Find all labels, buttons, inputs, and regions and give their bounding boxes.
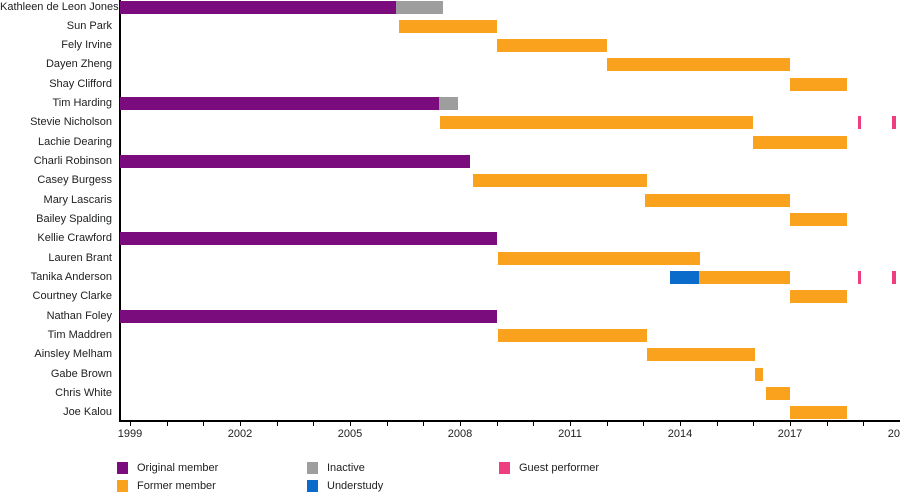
x-axis-tick-label: 2020 (887, 428, 900, 440)
legend: Original member Former member Inactive Unde… (0, 455, 900, 500)
x-axis-tick (240, 421, 241, 426)
x-axis-tick (753, 421, 755, 426)
segment-former (754, 367, 764, 381)
x-axis-tick (423, 421, 425, 426)
segment-inactive (395, 0, 444, 14)
x-axis-tick (313, 421, 315, 426)
x-axis-line (119, 420, 900, 422)
member-label: Tim Maddren (47, 329, 112, 342)
x-axis-tick (203, 421, 205, 426)
x-axis-tick (130, 421, 131, 426)
member-label: Kellie Crawford (37, 232, 112, 245)
segment-guest (858, 116, 862, 130)
member-label: Gabe Brown (50, 367, 112, 380)
segment-former (790, 213, 847, 227)
x-axis-tick (460, 421, 461, 426)
segment-original (120, 155, 470, 169)
x-axis-tick (606, 421, 608, 426)
x-axis-tick (716, 421, 718, 426)
member-label: Ainsley Melham (34, 348, 112, 361)
segment-inactive (439, 97, 459, 111)
segment-guest (892, 271, 896, 285)
legend-swatch (117, 462, 128, 474)
segment-original (120, 232, 497, 246)
segment-former (790, 77, 847, 91)
member-label: Shay Clifford (49, 77, 112, 90)
segment-original (120, 97, 440, 111)
segment-former (790, 406, 847, 420)
segment-former (497, 329, 647, 343)
x-axis-tick (570, 421, 571, 426)
y-axis-line (119, 0, 121, 420)
member-label: Tim Harding (52, 97, 113, 110)
legend-label: Original member (137, 462, 219, 474)
segment-guest (892, 116, 896, 130)
x-axis-tick-label: 1999 (117, 428, 143, 440)
x-axis-tick (350, 421, 351, 426)
legend-label: Inactive (327, 462, 365, 474)
legend-swatch (117, 480, 128, 492)
x-axis-tick (863, 421, 865, 426)
x-axis-tick (826, 421, 828, 426)
segment-guest (858, 271, 862, 285)
x-axis-tick (643, 421, 645, 426)
x-axis-tick-label: 2017 (777, 428, 803, 440)
segment-former (472, 174, 647, 188)
member-label: Chris White (55, 387, 112, 400)
member-label: Sun Park (66, 19, 112, 32)
legend-swatch (307, 462, 318, 474)
legend-label: Guest performer (519, 462, 600, 474)
x-axis-tick (533, 421, 535, 426)
segment-former (766, 387, 790, 401)
segment-original (120, 0, 396, 14)
member-label: Charli Robinson (33, 155, 112, 168)
member-label: Casey Burgess (37, 174, 112, 187)
segment-original (120, 309, 497, 323)
member-label: Mary Lascaris (43, 193, 112, 206)
x-axis-tick-label: 2011 (558, 428, 582, 440)
x-axis-tick (276, 421, 278, 426)
x-axis-tick (496, 421, 498, 426)
legend-swatch (307, 480, 318, 492)
x-axis-tick (386, 421, 388, 426)
segment-former (699, 271, 790, 285)
x-axis-tick-label: 2002 (227, 428, 253, 440)
x-axis-tick-label: 2008 (447, 428, 473, 440)
legend-label: Former member (137, 480, 216, 492)
member-label: Tanika Anderson (30, 271, 112, 284)
segment-former (439, 116, 754, 130)
x-axis-tick (166, 421, 168, 426)
legend-label: Understudy (327, 480, 384, 492)
member-label: Courtney Clarke (32, 290, 112, 303)
x-axis-tick (790, 421, 791, 426)
segment-former (790, 290, 847, 304)
x-axis-tick (680, 421, 681, 426)
member-label: Lauren Brant (48, 251, 112, 264)
member-label: Kathleen de Leon Jones (0, 0, 119, 13)
member-label: Fely Irvine (61, 39, 112, 52)
legend-swatch (499, 462, 510, 474)
member-label: Bailey Spalding (36, 213, 112, 226)
x-axis-tick-label: 2014 (667, 428, 693, 440)
member-label: Lachie Dearing (38, 135, 112, 148)
segment-former (496, 39, 607, 53)
member-label: Dayen Zheng (45, 58, 112, 71)
segment-former (753, 135, 847, 149)
chart-plot-area: 1999 2002 2005 2008 2011 2014 2017 2020 Kathleen… (0, 0, 900, 440)
segment-former (645, 193, 790, 207)
segment-former (647, 348, 755, 362)
segment-former (497, 251, 701, 265)
member-label: Joe Kalou (63, 406, 112, 419)
member-label: Nathan Foley (46, 309, 112, 322)
member-label: Stevie Nicholson (30, 116, 112, 129)
segment-former (606, 58, 790, 72)
segment-understudy (670, 271, 700, 285)
segment-former (398, 19, 497, 33)
x-axis-tick-label: 2005 (337, 428, 363, 440)
